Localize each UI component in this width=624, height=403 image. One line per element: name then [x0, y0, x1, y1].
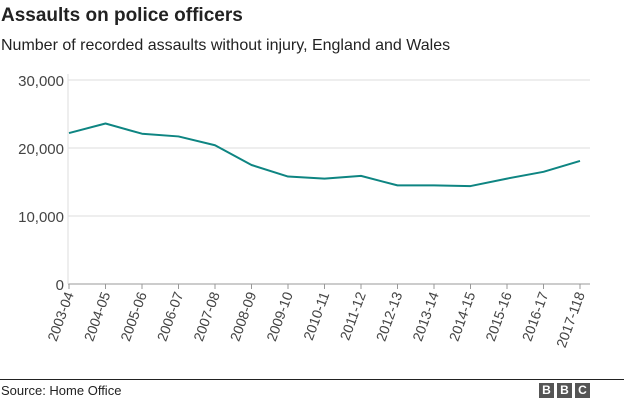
x-tick-label: 2016-17 — [519, 289, 552, 343]
x-tick-label: 2008-09 — [227, 289, 260, 343]
y-tick-label: 10,000 — [18, 209, 64, 226]
x-tick-label: 2003-04 — [44, 289, 77, 343]
x-tick-label: 2005-06 — [117, 289, 150, 343]
logo-letter: B — [557, 383, 572, 398]
x-tick-label: 2011-12 — [337, 289, 369, 342]
x-tick-label: 2013-14 — [409, 289, 442, 343]
x-tick-label: 2010-11 — [300, 289, 332, 342]
footer-divider — [0, 379, 624, 380]
x-tick-label: 2017-118 — [553, 289, 588, 349]
x-tick-label: 2014-15 — [446, 289, 479, 343]
x-tick-label: 2009-10 — [263, 289, 296, 343]
x-tick-label: 2007-08 — [190, 289, 223, 343]
chart-subtitle: Number of recorded assaults without inju… — [1, 37, 451, 54]
logo-letter: C — [575, 383, 590, 398]
x-tick-label: 2015-16 — [482, 289, 515, 343]
y-tick-label: 0 — [56, 277, 64, 294]
y-tick-label: 30,000 — [18, 73, 64, 90]
x-tick-label: 2004-05 — [81, 289, 114, 343]
x-tick-label: 2006-07 — [154, 289, 187, 343]
line-chart: 0 10,000 20,000 30,000 2003-04 2004-05 2005-06… — [18, 73, 590, 350]
bbc-logo: B B C — [539, 383, 590, 398]
x-tick-label: 2012-13 — [373, 289, 406, 343]
source-note: Source: Home Office — [1, 383, 122, 398]
logo-letter: B — [539, 383, 554, 398]
y-tick-label: 20,000 — [18, 141, 64, 158]
chart-title: Assaults on police officers — [1, 5, 243, 26]
series-line — [68, 122, 581, 188]
